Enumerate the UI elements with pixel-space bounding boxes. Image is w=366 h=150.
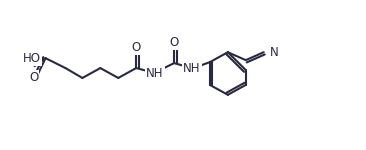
Text: O: O (29, 71, 38, 84)
Text: O: O (169, 36, 179, 49)
Text: NH: NH (146, 66, 164, 80)
Text: N: N (270, 46, 279, 59)
Text: O: O (131, 41, 141, 54)
Text: NH: NH (183, 61, 201, 75)
Text: HO: HO (23, 52, 41, 65)
